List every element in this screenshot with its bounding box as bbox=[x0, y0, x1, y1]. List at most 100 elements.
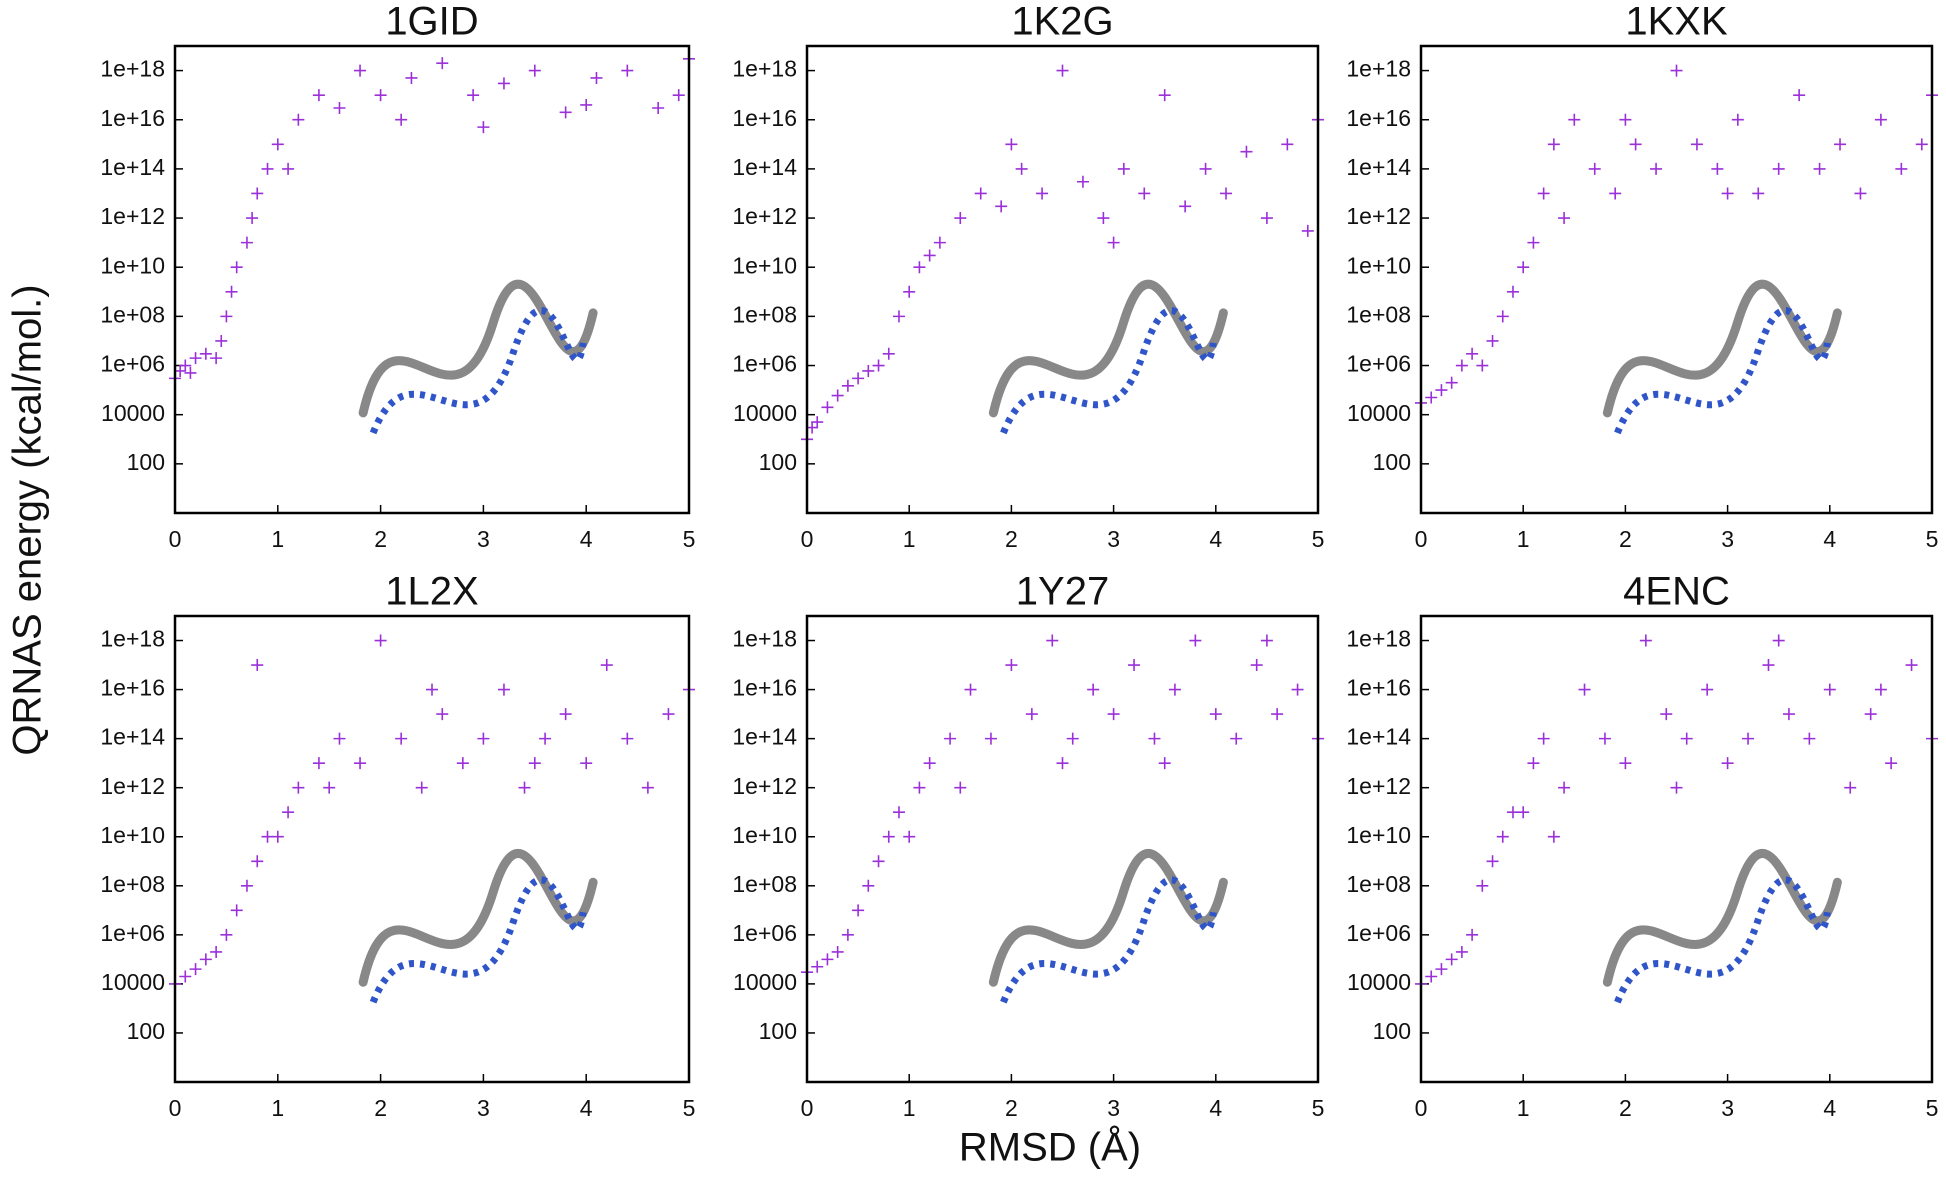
data-point bbox=[271, 138, 284, 151]
data-point bbox=[903, 830, 916, 843]
rna-structure bbox=[369, 307, 587, 435]
data-point bbox=[497, 683, 510, 696]
rna-structure bbox=[1602, 279, 1842, 418]
rna-structure bbox=[988, 849, 1228, 987]
y-tick-label: 1e+16 bbox=[1346, 675, 1411, 701]
data-point bbox=[1629, 138, 1642, 151]
data-point bbox=[1005, 138, 1018, 151]
data-point bbox=[1885, 757, 1898, 770]
data-point bbox=[1455, 945, 1468, 958]
data-point bbox=[1250, 659, 1263, 672]
data-point bbox=[1823, 683, 1836, 696]
data-point bbox=[652, 102, 665, 115]
panel-title: 1GID bbox=[385, 0, 478, 44]
data-point bbox=[1260, 634, 1273, 647]
data-point bbox=[1772, 634, 1785, 647]
data-point bbox=[518, 781, 531, 794]
plot-frame bbox=[1419, 44, 1934, 515]
y-tick-label: 1e+12 bbox=[100, 203, 165, 229]
data-point bbox=[1874, 113, 1887, 126]
panel-title: 1Y27 bbox=[1016, 570, 1109, 614]
y-tick-label: 1e+14 bbox=[1346, 154, 1411, 180]
y-tick-label: 1e+12 bbox=[100, 773, 165, 799]
data-point bbox=[1005, 659, 1018, 672]
y-tick-label: 1e+06 bbox=[1346, 920, 1411, 946]
data-point bbox=[672, 89, 685, 102]
data-point bbox=[1639, 634, 1652, 647]
x-tick-label: 5 bbox=[1926, 1095, 1939, 1121]
data-point bbox=[811, 416, 824, 429]
data-point bbox=[590, 71, 603, 84]
data-point bbox=[1588, 162, 1601, 175]
data-point bbox=[1138, 187, 1151, 200]
y-tick-label: 10000 bbox=[1347, 969, 1411, 995]
y-tick-label: 100 bbox=[759, 1018, 797, 1044]
data-point bbox=[1496, 310, 1509, 323]
data-point bbox=[189, 963, 202, 976]
y-tick-label: 1e+16 bbox=[100, 105, 165, 131]
data-point bbox=[841, 379, 854, 392]
rna-structure bbox=[358, 279, 598, 418]
data-point bbox=[215, 334, 228, 347]
y-tick-label: 1e+12 bbox=[732, 203, 797, 229]
data-point bbox=[1486, 334, 1499, 347]
data-point bbox=[621, 64, 634, 77]
x-tick-label: 2 bbox=[1619, 526, 1632, 552]
data-point bbox=[271, 830, 284, 843]
x-tick-label: 4 bbox=[1209, 526, 1222, 552]
x-tick-label: 2 bbox=[374, 526, 387, 552]
rna-structure bbox=[358, 849, 598, 987]
data-point bbox=[841, 928, 854, 941]
y-tick-label: 100 bbox=[127, 1018, 165, 1044]
x-tick-label: 4 bbox=[1823, 526, 1836, 552]
data-point bbox=[1619, 113, 1632, 126]
data-point bbox=[1731, 113, 1744, 126]
data-point bbox=[1486, 855, 1499, 868]
x-tick-label: 0 bbox=[169, 1095, 182, 1121]
y-tick-label: 1e+06 bbox=[732, 351, 797, 377]
data-point bbox=[261, 830, 274, 843]
data-point bbox=[189, 352, 202, 365]
data-point bbox=[831, 945, 844, 958]
data-point bbox=[292, 781, 305, 794]
data-point bbox=[210, 352, 223, 365]
data-point bbox=[1762, 659, 1775, 672]
y-tick-label: 1e+14 bbox=[732, 724, 797, 750]
y-tick-label: 1e+16 bbox=[100, 675, 165, 701]
data-point bbox=[892, 310, 905, 323]
data-point bbox=[821, 401, 834, 414]
rna-structure bbox=[1614, 876, 1831, 1004]
data-point bbox=[415, 781, 428, 794]
y-tick-label: 100 bbox=[127, 449, 165, 475]
data-point bbox=[1803, 732, 1816, 745]
data-point bbox=[220, 310, 233, 323]
y-tick-label: 1e+06 bbox=[100, 351, 165, 377]
data-point bbox=[1506, 285, 1519, 298]
data-point bbox=[1445, 953, 1458, 966]
x-tick-label: 3 bbox=[477, 526, 490, 552]
data-point bbox=[333, 732, 346, 745]
data-point bbox=[436, 708, 449, 721]
data-point bbox=[1230, 732, 1243, 745]
data-point bbox=[1721, 187, 1734, 200]
data-point bbox=[240, 879, 253, 892]
y-tick-label: 1e+08 bbox=[100, 301, 165, 327]
data-point bbox=[1527, 236, 1540, 249]
data-point bbox=[1128, 659, 1141, 672]
y-tick-label: 100 bbox=[759, 449, 797, 475]
data-point bbox=[1107, 236, 1120, 249]
data-point bbox=[1046, 634, 1059, 647]
data-point bbox=[1670, 781, 1683, 794]
panel-title: 1L2X bbox=[385, 570, 478, 614]
x-tick-label: 5 bbox=[683, 526, 696, 552]
data-point bbox=[872, 855, 885, 868]
data-point bbox=[210, 945, 223, 958]
data-point bbox=[1435, 384, 1448, 397]
x-tick-label: 0 bbox=[169, 526, 182, 552]
data-point bbox=[1056, 757, 1069, 770]
data-point bbox=[1742, 732, 1755, 745]
y-tick-label: 1e+10 bbox=[1346, 822, 1411, 848]
data-point bbox=[964, 683, 977, 696]
data-point bbox=[436, 57, 449, 70]
